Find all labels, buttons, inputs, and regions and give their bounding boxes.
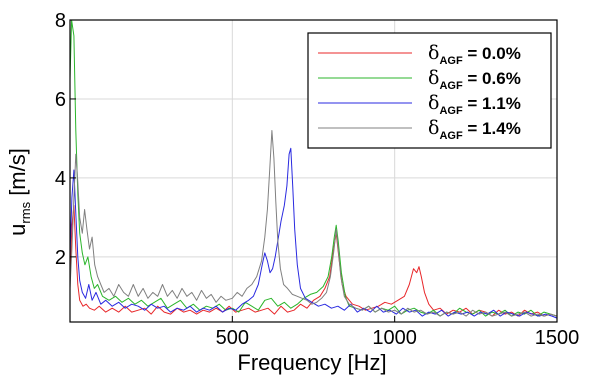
y-axis-label-unit: [m/s] bbox=[5, 148, 30, 202]
x-tick-label: 1000 bbox=[372, 327, 417, 349]
y-axis-label: urms [m/s] bbox=[5, 148, 33, 236]
x-tick-label: 500 bbox=[216, 327, 249, 349]
x-tick-label: 1500 bbox=[535, 327, 580, 349]
legend-label-1: δAGF = 0.6% bbox=[428, 67, 521, 92]
series-line-0 bbox=[70, 205, 557, 317]
legend-box bbox=[307, 32, 552, 149]
series-line-1 bbox=[70, 20, 557, 317]
y-tick-label: 8 bbox=[55, 10, 66, 32]
tick-labels: 500 1000 1500 2 4 6 8 bbox=[55, 10, 579, 349]
series-layer bbox=[70, 20, 557, 319]
series-line-3 bbox=[70, 130, 557, 317]
axis-ticks bbox=[70, 19, 558, 322]
series-line-2 bbox=[70, 147, 557, 319]
legend-label-0: δAGF = 0.0% bbox=[428, 42, 521, 67]
legend: δAGF = 0.0%δAGF = 0.6%δAGF = 1.1%δAGF = … bbox=[307, 32, 552, 149]
y-tick-label: 4 bbox=[55, 168, 66, 190]
plot-frame bbox=[69, 19, 558, 323]
legend-label-3: δAGF = 1.4% bbox=[428, 117, 521, 142]
y-tick-label: 2 bbox=[55, 247, 66, 269]
x-axis-label: Frequency [Hz] bbox=[237, 350, 386, 375]
y-axis-label-main: u bbox=[5, 224, 30, 236]
y-axis-label-subscript: rms bbox=[18, 201, 33, 223]
y-tick-label: 6 bbox=[55, 89, 66, 111]
legend-label-2: δAGF = 1.1% bbox=[428, 92, 521, 117]
